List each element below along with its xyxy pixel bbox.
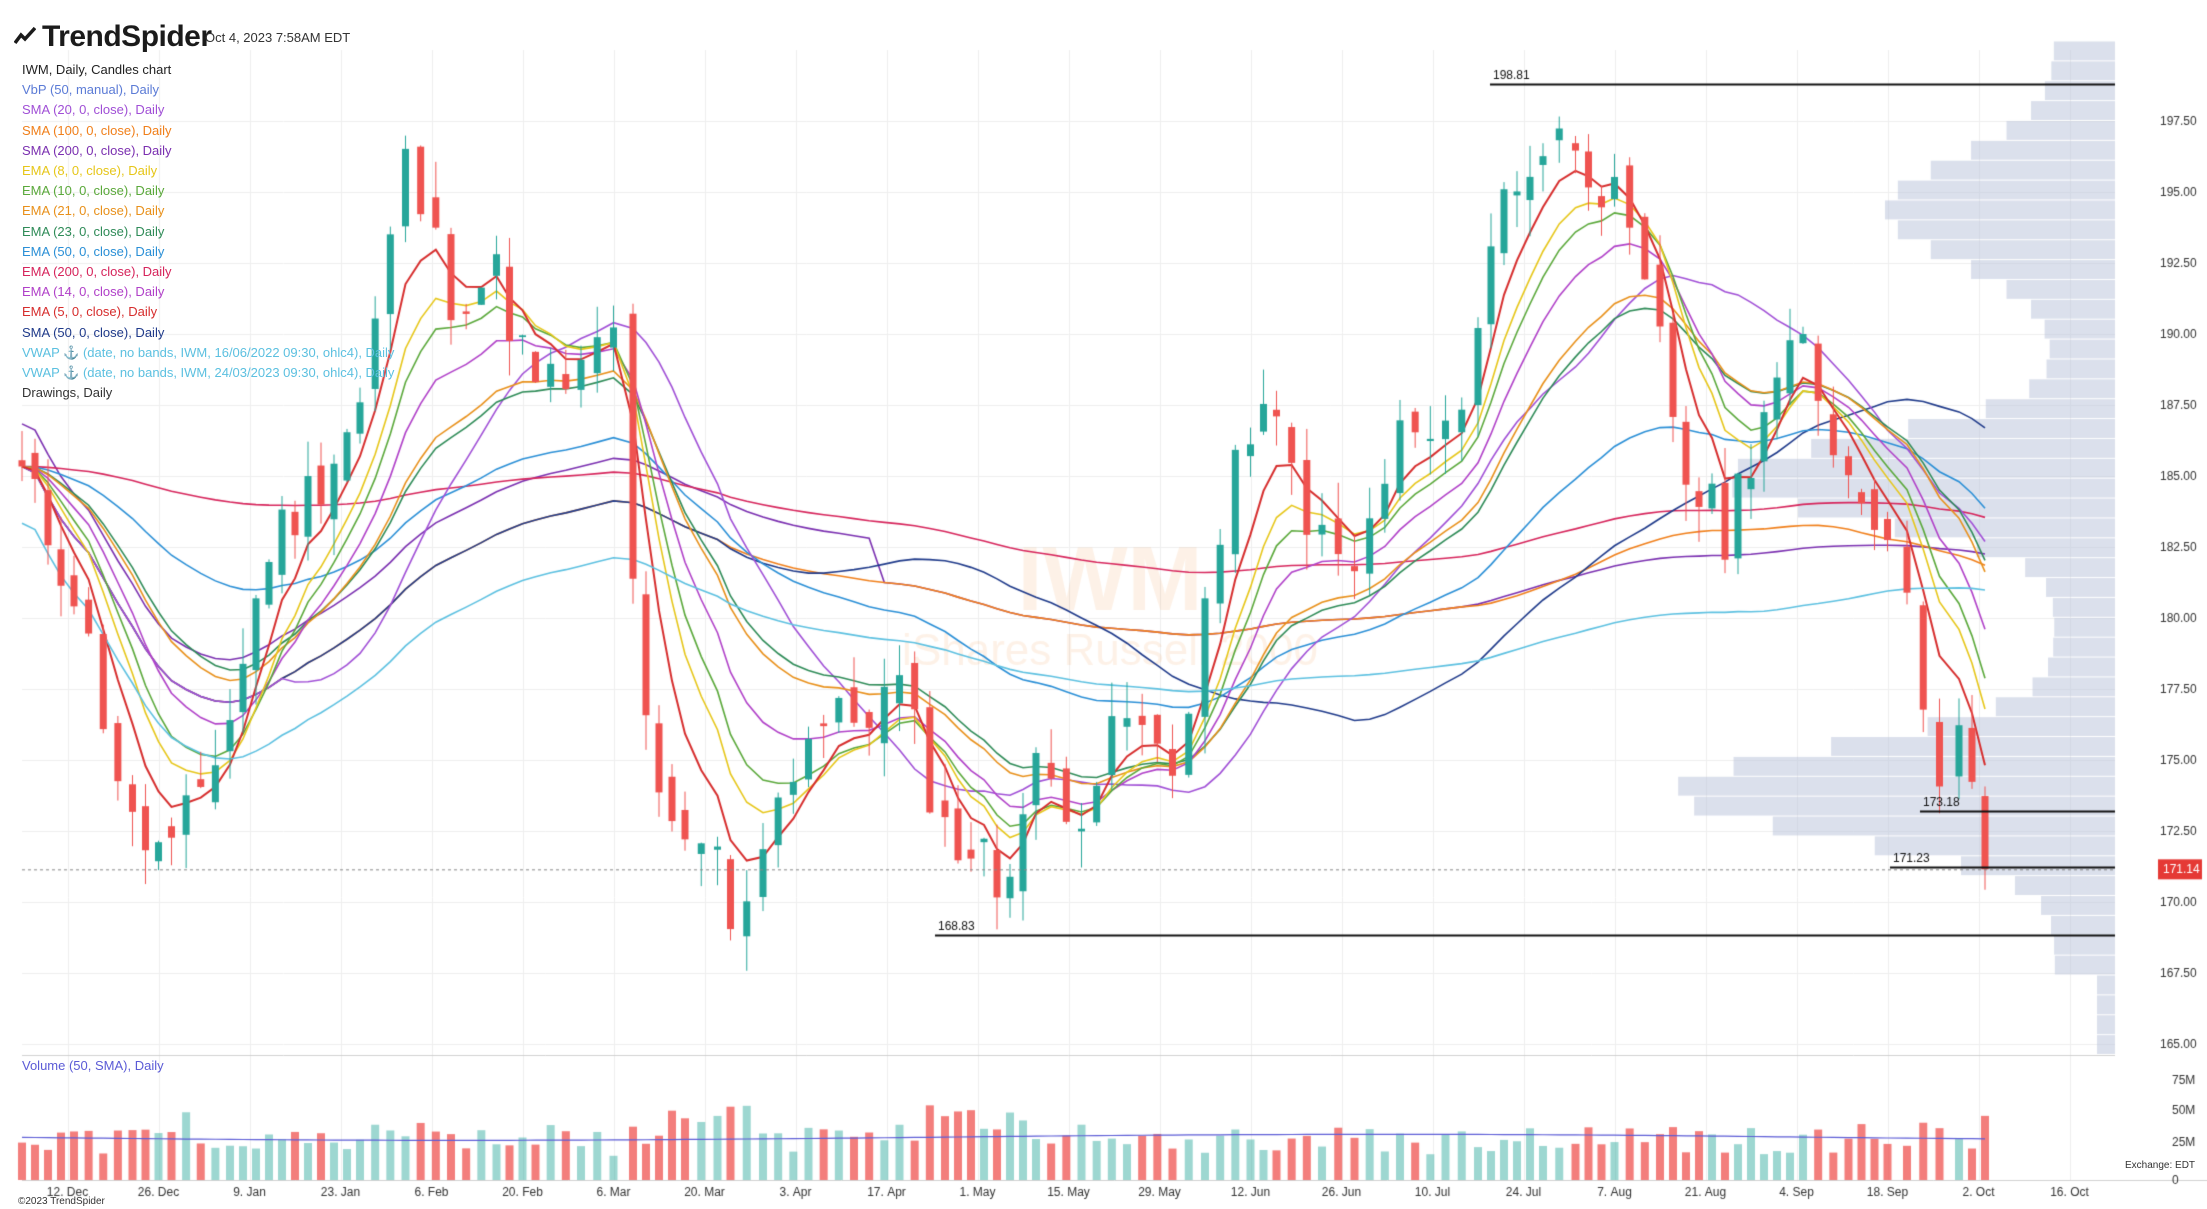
indicator-item[interactable]: VWAP ⚓ (date, no bands, IWM, 16/06/2022 …: [22, 344, 395, 360]
indicator-item[interactable]: Drawings, Daily: [22, 385, 113, 401]
indicator-item[interactable]: EMA (8, 0, close), Daily: [22, 163, 158, 179]
indicator-item[interactable]: EMA (21, 0, close), Daily: [22, 203, 165, 219]
indicator-item[interactable]: SMA (50, 0, close), Daily: [22, 324, 165, 340]
copyright: ©2023 TrendSpider: [18, 1196, 105, 1207]
trendspider-logo-icon: [14, 26, 36, 45]
indicator-item[interactable]: VWAP ⚓ (date, no bands, IWM, 24/03/2023 …: [22, 365, 395, 381]
indicator-item[interactable]: EMA (200, 0, close), Daily: [22, 264, 172, 280]
indicator-list: VbP (50, manual), Daily SMA (20, 0, close…: [22, 80, 394, 403]
timestamp: Oct 4, 2023 7:58AM EDT: [205, 30, 351, 45]
trendspider-logo: TrendSpider: [14, 20, 212, 54]
indicator-item[interactable]: SMA (100, 0, close), Daily: [22, 122, 172, 138]
chart-title: IWM, Daily, Candles chart: [22, 62, 172, 77]
indicator-legend: IWM, Daily, Candles chart VbP (50, manua…: [22, 60, 394, 403]
indicator-item[interactable]: EMA (5, 0, close), Daily: [22, 304, 158, 320]
indicator-item[interactable]: EMA (50, 0, close), Daily: [22, 243, 165, 259]
indicator-item[interactable]: EMA (23, 0, close), Daily: [22, 223, 165, 239]
header: TrendSpider Oct 4, 2023 7:58AM EDT: [0, 0, 2207, 53]
volume-label: Volume (50, SMA), Daily: [22, 1058, 164, 1073]
exchange-label: Exchange: EDT: [2125, 1160, 2196, 1171]
indicator-item[interactable]: VbP (50, manual), Daily: [22, 82, 160, 98]
indicator-item[interactable]: EMA (10, 0, close), Daily: [22, 183, 165, 199]
indicator-item[interactable]: EMA (14, 0, close), Daily: [22, 284, 165, 300]
indicator-item[interactable]: SMA (20, 0, close), Daily: [22, 102, 165, 118]
app-name: TrendSpider: [42, 20, 212, 53]
indicator-item[interactable]: SMA (200, 0, close), Daily: [22, 142, 172, 158]
